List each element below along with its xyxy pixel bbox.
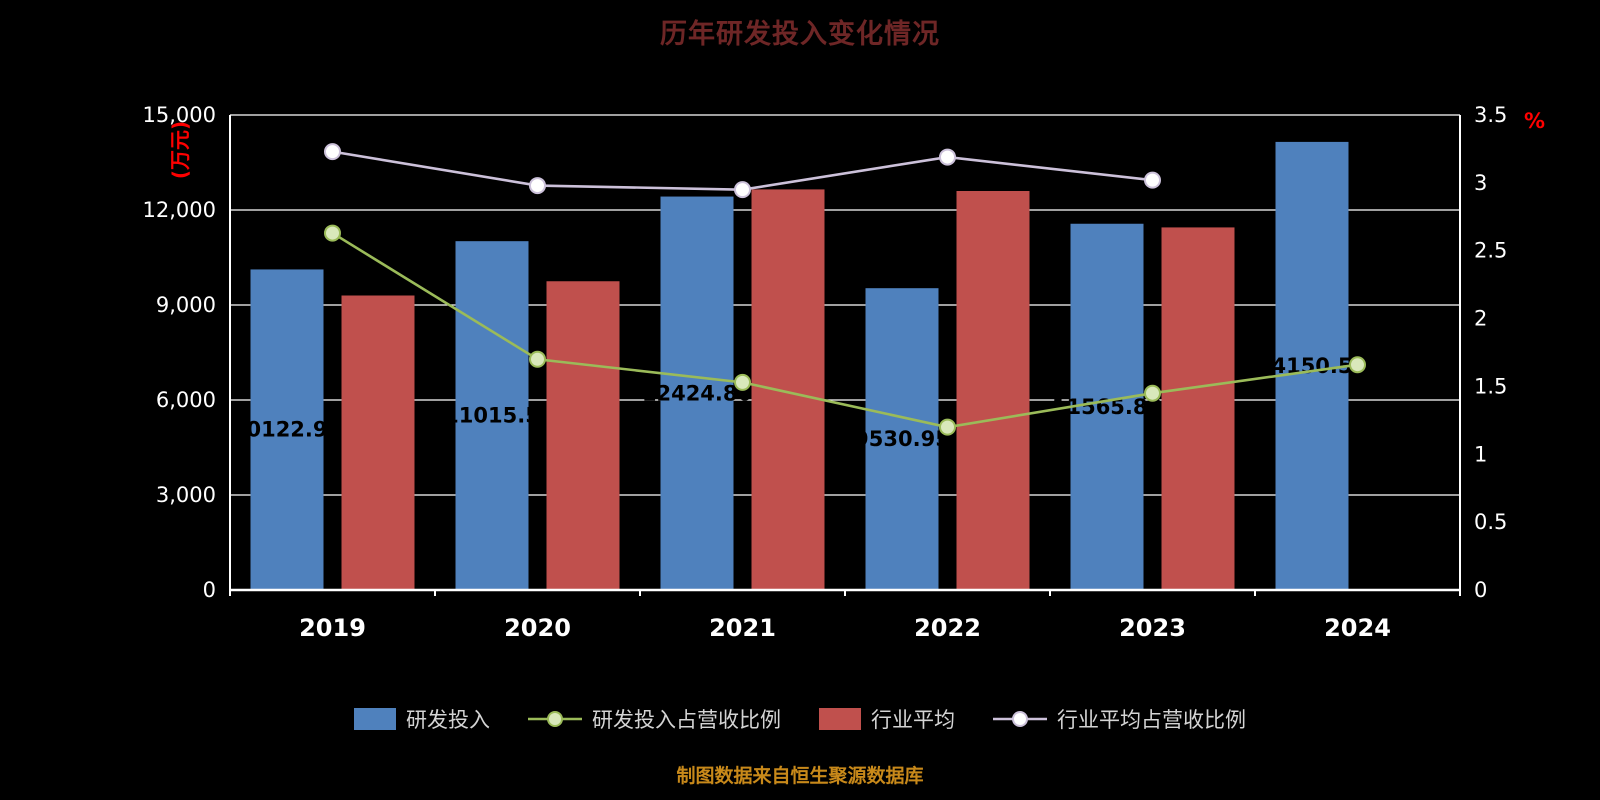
marker-industry-ratio-2021[interactable] xyxy=(734,181,751,199)
marker-industry-ratio-2019[interactable] xyxy=(324,143,341,161)
x-axis-label-2024: 2024 xyxy=(1324,614,1391,642)
legend-label: 研发投入占营收比例 xyxy=(592,708,781,732)
bar-industry-average-2020[interactable] xyxy=(546,281,620,590)
bar-rd-investment-2022[interactable] xyxy=(865,288,939,590)
marker-industry-ratio-2022[interactable] xyxy=(939,148,956,166)
marker-industry-ratio-2023[interactable] xyxy=(1144,171,1161,189)
marker-rd-ratio-2022[interactable] xyxy=(939,418,956,436)
marker-industry-ratio-2020[interactable] xyxy=(529,177,546,195)
bar-value-label: 11015.5 xyxy=(444,404,540,428)
left-axis-tick-label: 3,000 xyxy=(156,483,216,507)
left-axis-tick-label: 6,000 xyxy=(156,388,216,412)
bar-industry-average-2022[interactable] xyxy=(956,191,1030,590)
marker-rd-ratio-2024[interactable] xyxy=(1349,356,1366,374)
bar-rd-investment-2023[interactable] xyxy=(1070,223,1144,590)
x-axis-label-2020: 2020 xyxy=(504,614,571,642)
x-axis-label-2019: 2019 xyxy=(299,614,366,642)
x-axis-label-2023: 2023 xyxy=(1119,614,1186,642)
legend-label: 行业平均 xyxy=(871,708,955,732)
legend-swatch-industry-ratio xyxy=(993,711,1047,727)
marker-rd-ratio-2020[interactable] xyxy=(529,350,546,368)
legend: 研发投入 研发投入占营收比例 行业平均 行业平均占营收比例 xyxy=(0,698,1600,740)
right-axis-tick-label: 2 xyxy=(1474,307,1487,331)
data-source-note: 制图数据来自恒生聚源数据库 xyxy=(676,765,924,787)
x-axis-label-2021: 2021 xyxy=(709,614,776,642)
bar-rd-investment-2021[interactable] xyxy=(660,196,734,590)
left-axis-tick-label: 15,000 xyxy=(143,103,216,127)
legend-item-rd-investment[interactable]: 研发投入 xyxy=(354,704,490,734)
legend-item-industry-average[interactable]: 行业平均 xyxy=(819,704,955,734)
legend-label: 研发投入 xyxy=(406,708,490,732)
marker-rd-ratio-2021[interactable] xyxy=(734,373,751,391)
x-axis-label-2022: 2022 xyxy=(914,614,981,642)
legend-item-industry-ratio[interactable]: 行业平均占营收比例 xyxy=(993,704,1246,734)
legend-item-rd-ratio[interactable]: 研发投入占营收比例 xyxy=(528,704,781,734)
bar-industry-average-2021[interactable] xyxy=(751,189,825,590)
right-axis-tick-label: 1.5 xyxy=(1474,374,1507,398)
right-axis-tick-label: 3.5 xyxy=(1474,103,1507,127)
line-rd-ratio xyxy=(331,231,1358,429)
right-axis-tick-label: 2.5 xyxy=(1474,239,1507,263)
bar-value-label: 12424.80 xyxy=(642,381,752,405)
marker-rd-ratio-2019[interactable] xyxy=(324,224,341,242)
bar-industry-average-2023[interactable] xyxy=(1161,227,1235,590)
right-axis-tick-label: 1 xyxy=(1474,442,1487,466)
right-axis-tick-label: 0 xyxy=(1474,578,1487,602)
right-axis-unit-label: % xyxy=(1524,109,1545,133)
left-axis-unit-label: (万元) xyxy=(168,121,192,179)
bar-value-label: 10122.98 xyxy=(232,418,342,442)
bar-rd-investment-2019[interactable] xyxy=(250,269,324,590)
legend-swatch-rd-investment xyxy=(354,708,396,730)
right-axis-tick-label: 0.5 xyxy=(1474,510,1507,534)
bar-rd-investment-2024[interactable] xyxy=(1275,141,1349,590)
left-axis-tick-label: 9,000 xyxy=(156,293,216,317)
left-axis-tick-label: 0 xyxy=(203,578,216,602)
bar-value-label: 9530.95 xyxy=(854,427,950,451)
bar-rd-investment-2020[interactable] xyxy=(455,241,529,590)
chart-title: 历年研发投入变化情况 xyxy=(660,19,940,50)
legend-swatch-industry-average xyxy=(819,708,861,730)
legend-label: 行业平均占营收比例 xyxy=(1057,708,1246,732)
right-axis-tick-label: 3 xyxy=(1474,171,1487,195)
marker-rd-ratio-2023[interactable] xyxy=(1144,384,1161,402)
legend-swatch-rd-ratio xyxy=(528,711,582,727)
left-axis-tick-label: 12,000 xyxy=(143,198,216,222)
bar-industry-average-2019[interactable] xyxy=(341,295,415,591)
